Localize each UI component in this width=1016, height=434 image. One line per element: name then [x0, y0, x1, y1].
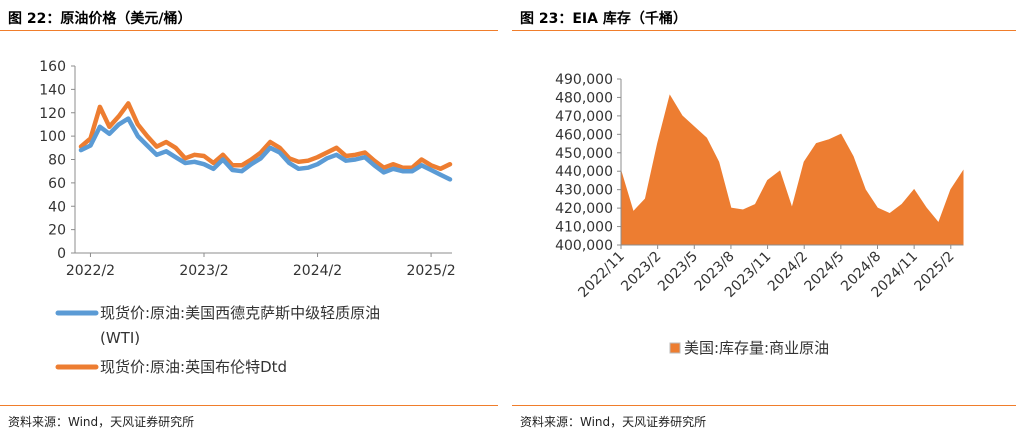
x-tick-label: 2024/2	[293, 263, 342, 279]
wti-series-line	[78, 116, 453, 182]
inventory-area	[620, 94, 964, 246]
y-tick-label: 140	[39, 82, 66, 98]
y-tick-label: 0	[57, 246, 66, 262]
y-tick-label: 450,000	[555, 146, 613, 162]
legend-label-wti-line2: (WTI)	[100, 329, 140, 347]
y-tick-label: 430,000	[555, 183, 613, 199]
legend-label-inventory: 美国:库存量:商业原油	[684, 339, 829, 357]
inventory-chart: 400,000 410,000 420,000 430,000 440,000 450,0…	[555, 72, 964, 357]
y-tick-label: 40	[48, 199, 66, 215]
brent-series-line	[78, 101, 453, 172]
y-tick-label: 120	[39, 106, 66, 122]
x-tick-label: 2023/5	[655, 249, 701, 295]
x-tick-label: 2022/2	[66, 263, 115, 279]
y-tick-label: 20	[48, 223, 66, 239]
y-tick-label: 490,000	[555, 72, 613, 88]
y-tick-label: 160	[39, 59, 66, 75]
title-divider	[512, 30, 1016, 31]
legend-label-wti: 现货价:原油:美国西德克萨斯中级轻质原油	[100, 304, 380, 322]
legend-swatch-inventory	[669, 342, 681, 354]
y-tick-label: 100	[39, 129, 66, 145]
crude-price-chart: 0 20 40 60 80 100 120 140 160 2022/2 2023/2 2024/2 2…	[39, 59, 455, 376]
source-note: 资料来源：Wind，天风证券研究所	[520, 415, 707, 429]
legend-label-brent: 现货价:原油:英国布伦特Dtd	[100, 358, 287, 376]
y-tick-label: 60	[48, 176, 66, 192]
y-tick-label: 80	[48, 153, 66, 169]
source-divider	[512, 405, 1016, 406]
y-tick-label: 400,000	[555, 238, 613, 254]
x-tick-label: 2023/2	[179, 263, 228, 279]
inventory-panel: 图 23：EIA 库存（千桶） 400,000 410,000 420,000 430…	[512, 0, 1016, 434]
y-tick-label: 420,000	[555, 201, 613, 217]
x-tick-label: 2023/2	[618, 249, 664, 295]
x-tick-label: 2024/2	[765, 249, 811, 295]
source-divider	[0, 405, 498, 406]
crude-price-panel: 图 22：原油价格（美元/桶） 0 20 40 60 80 100 120 140 160 202…	[0, 0, 498, 434]
x-tick-label: 2024/5	[802, 249, 848, 295]
x-tick-label: 2025/2	[911, 249, 957, 295]
x-tick-label: 2022/11	[575, 249, 627, 301]
source-note: 资料来源：Wind，天风证券研究所	[8, 415, 195, 429]
y-tick-label: 440,000	[555, 164, 613, 180]
y-tick-label: 470,000	[555, 109, 613, 125]
title-divider	[0, 30, 498, 31]
x-tick-label: 2025/2	[406, 263, 455, 279]
y-tick-label: 460,000	[555, 127, 613, 143]
figure-title: 图 23：EIA 库存（千桶）	[520, 11, 687, 27]
figure-title: 图 22：原油价格（美元/桶）	[8, 11, 192, 27]
y-tick-label: 480,000	[555, 90, 613, 106]
y-tick-label: 410,000	[555, 220, 613, 236]
